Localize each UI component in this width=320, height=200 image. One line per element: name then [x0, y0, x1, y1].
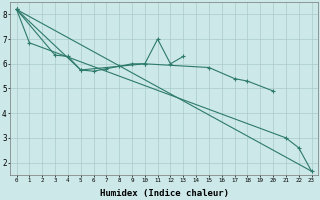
X-axis label: Humidex (Indice chaleur): Humidex (Indice chaleur) [100, 189, 228, 198]
